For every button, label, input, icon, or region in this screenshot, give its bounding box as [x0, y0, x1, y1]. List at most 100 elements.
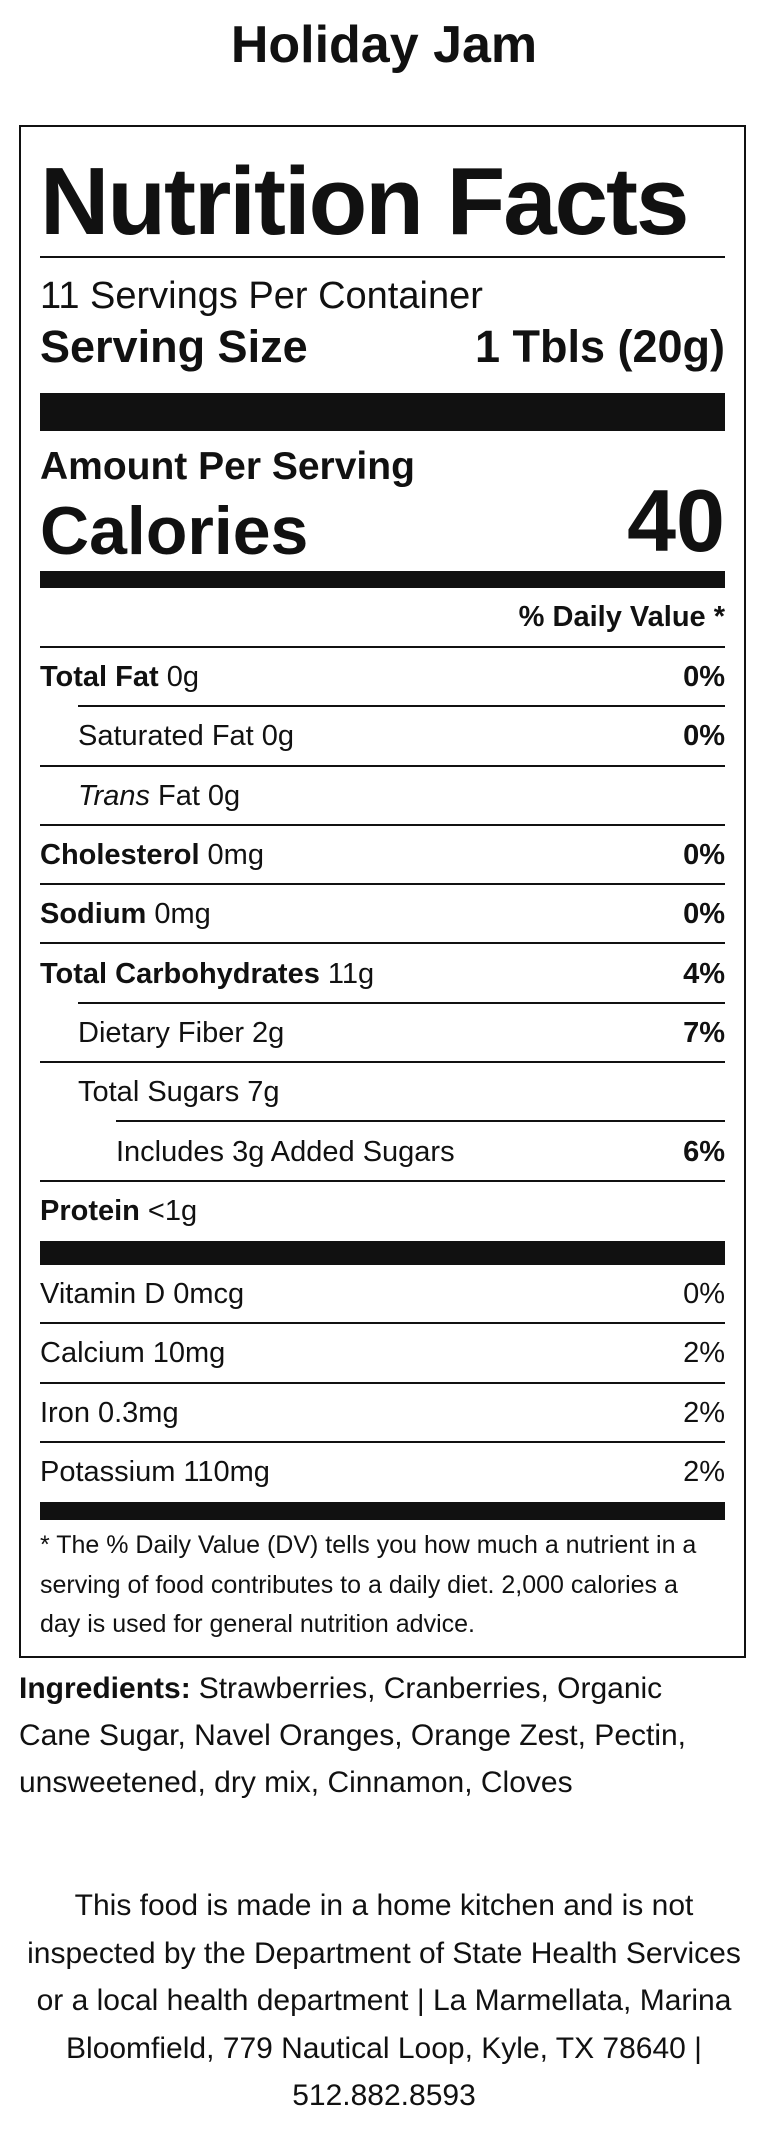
- daily-value: 0%: [683, 661, 725, 694]
- row-rule: [40, 1440, 725, 1443]
- row-rule: [40, 1381, 725, 1384]
- nutrient-amount: 0.3mg: [97, 1396, 179, 1429]
- nutrient-row: Calcium 10mg 2%: [40, 1324, 725, 1384]
- nutrient-left: Sodium 0mg: [40, 898, 211, 931]
- nutrient-name: Includes 3g Added Sugars: [116, 1135, 455, 1168]
- nutrient-list: Total Fat 0g 0% Saturated Fat 0g 0% Trans Fat 0g…: [40, 648, 725, 1241]
- daily-value: 0%: [683, 839, 725, 872]
- nutrient-amount: 10mg: [152, 1337, 226, 1370]
- daily-value: 6%: [683, 1135, 725, 1168]
- nutrient-row: Saturated Fat 0g 0%: [40, 707, 725, 767]
- nutrient-left: Iron 0.3mg: [40, 1397, 179, 1430]
- daily-value: 2%: [683, 1456, 725, 1488]
- daily-value: 7%: [683, 1016, 725, 1049]
- nutrient-row: Trans Fat 0g: [40, 767, 725, 826]
- nutrient-amount: 0g: [166, 661, 199, 694]
- nutrient-name: Iron: [40, 1396, 90, 1429]
- nutrient-name: Cholesterol: [40, 839, 200, 872]
- nutrient-name: Total Fat: [40, 661, 159, 694]
- serving-size-row: Serving Size 1 Tbls (20g): [40, 318, 725, 376]
- nutrient-row: Vitamin D 0mcg 0%: [40, 1265, 725, 1325]
- nutrient-amount: 7g: [247, 1076, 280, 1109]
- row-rule: [40, 823, 725, 826]
- calories: 40: [627, 471, 725, 570]
- nutrient-name: Vitamin D: [40, 1278, 166, 1311]
- nutrient-left: Cholesterol 0mg: [40, 839, 264, 872]
- serving-size-label: Serving Size: [40, 321, 308, 372]
- nutrient-left: Total Sugars 7g: [78, 1076, 279, 1109]
- nutrient-name: Protein: [40, 1194, 140, 1227]
- nutrient-name: Saturated Fat: [78, 720, 254, 753]
- nutrient-name: Fat: [157, 779, 200, 812]
- row-rule: [40, 1322, 725, 1325]
- nutrient-row: Cholesterol 0mg 0%: [40, 826, 725, 886]
- nutrient-name-italic: Trans: [78, 779, 150, 812]
- divider: [40, 1502, 725, 1521]
- servings: 11 Servings Per Container: [40, 275, 483, 317]
- heading: Nutrition Facts: [40, 148, 689, 255]
- row-rule: [40, 1179, 725, 1182]
- divider: [40, 571, 725, 588]
- nutrient-left: Trans Fat 0g: [78, 780, 240, 813]
- daily-value-header: % Daily Value *: [40, 588, 725, 648]
- nutrient-row: Total Sugars 7g: [40, 1063, 725, 1123]
- nutrient-name: Potassium: [40, 1456, 176, 1488]
- nutrient-amount: <1g: [147, 1194, 198, 1227]
- nutrient-left: Dietary Fiber 2g: [78, 1017, 284, 1050]
- footnote: * The % Daily Value (DV) tells you how m…: [40, 1531, 697, 1639]
- nutrient-amount: 0g: [261, 720, 294, 753]
- ingredients: Ingredients: Strawberries, Cranberries, O…: [19, 1665, 719, 1806]
- nutrient-name: Dietary Fiber: [78, 1016, 244, 1049]
- nutrient-row: Includes 3g Added Sugars 6%: [40, 1122, 725, 1182]
- divider: [40, 393, 725, 431]
- ingredients-label: Ingredients:: [19, 1672, 191, 1705]
- daily-value: 0%: [683, 720, 725, 753]
- nutrient-row: Iron 0.3mg 2%: [40, 1384, 725, 1443]
- calories-label: Calories: [40, 493, 309, 569]
- nutrient-row: Protein <1g: [40, 1182, 725, 1241]
- nutrient-row: Sodium 0mg 0%: [40, 885, 725, 945]
- daily-value: 2%: [683, 1337, 725, 1370]
- row-rule: [40, 764, 725, 767]
- nutrient-left: Includes 3g Added Sugars: [116, 1136, 463, 1169]
- row-rule: [40, 942, 725, 945]
- nutrient-amount: 0mcg: [173, 1278, 245, 1311]
- nutrient-left: Total Carbohydrates 11g: [40, 958, 374, 991]
- nutrition-label: Nutrition Facts 11 Servings Per Containe…: [19, 125, 746, 1658]
- serving-size: 1 Tbls (20g): [474, 321, 725, 372]
- row-rule: [40, 1061, 725, 1064]
- daily-value: 2%: [683, 1396, 725, 1429]
- nutrient-name: Total Carbohydrates: [40, 957, 320, 990]
- nutrient-amount: 0mg: [154, 898, 211, 931]
- daily-value: 0%: [683, 898, 725, 931]
- nutrient-name: Calcium: [40, 1337, 145, 1370]
- row-rule: [116, 1120, 725, 1123]
- nutrient-left: Calcium 10mg: [40, 1337, 225, 1370]
- ingredients-text: Strawberries, Cranberries, Organic Cane …: [19, 1672, 687, 1799]
- row-rule: [78, 1001, 725, 1004]
- nutrient-row: Total Carbohydrates 11g 4%: [40, 944, 725, 1004]
- disclaimer: This food is made in a home kitchen and …: [27, 1889, 741, 2112]
- nutrient-amount: 0mg: [207, 839, 264, 872]
- product-title: Holiday Jam: [230, 16, 538, 74]
- nutrient-amount: 11g: [327, 957, 375, 990]
- nutrient-left: Total Fat 0g: [40, 661, 199, 694]
- calories-block: Amount Per Serving Calories 40: [40, 431, 725, 571]
- daily-value: 4%: [683, 957, 725, 990]
- vitamin-list: Vitamin D 0mcg 0% Calcium 10mg 2% Iron 0.3mg 2% P…: [40, 1265, 725, 1502]
- row-rule: [40, 883, 725, 886]
- nutrient-name: Total Sugars: [78, 1076, 240, 1109]
- divider: [40, 1240, 725, 1265]
- row-rule: [78, 705, 725, 708]
- nutrient-row: Potassium 110mg 2%: [40, 1443, 725, 1502]
- nutrient-left: Protein <1g: [40, 1195, 197, 1228]
- nutrient-left: Vitamin D 0mcg: [40, 1278, 244, 1311]
- nutrient-row: Total Fat 0g 0%: [40, 648, 725, 708]
- nutrient-amount: 2g: [252, 1016, 285, 1049]
- amount-per-serving: Amount Per Serving: [40, 445, 415, 488]
- nutrient-row: Dietary Fiber 2g 7%: [40, 1004, 725, 1064]
- nutrient-amount: 110mg: [183, 1456, 270, 1488]
- nutrient-name: Sodium: [40, 898, 147, 931]
- nutrient-left: Saturated Fat 0g: [78, 720, 294, 753]
